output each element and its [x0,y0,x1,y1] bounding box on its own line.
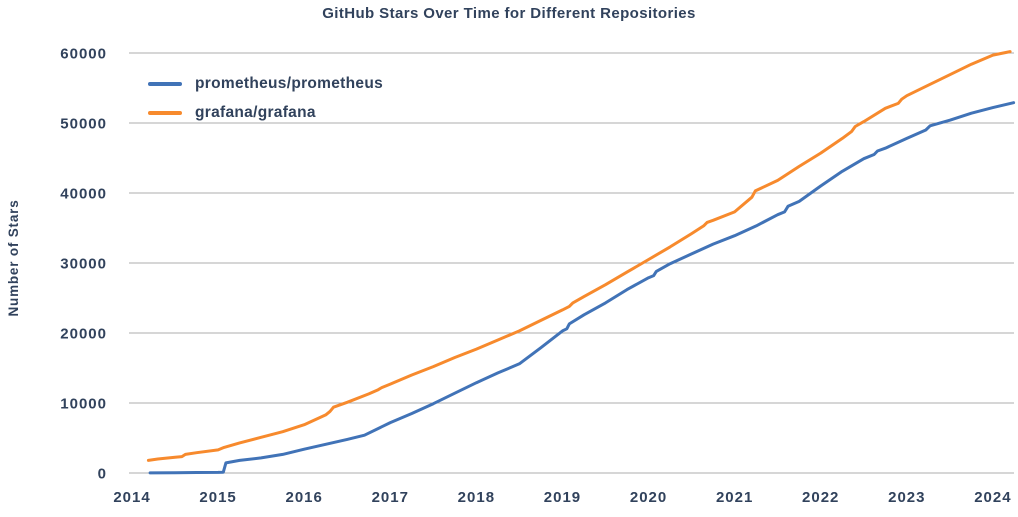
x-tick-label-2021: 2021 [716,489,753,506]
x-tick-label-2016: 2016 [286,489,323,506]
x-tick-label-2019: 2019 [544,489,581,506]
y-tick-label-50000: 50000 [60,116,107,133]
legend: prometheus/prometheus grafana/grafana [148,73,383,124]
series-line-prometheus [148,101,1016,475]
legend-label-grafana: grafana/grafana [195,104,316,121]
x-tick-label-2024: 2024 [974,489,1011,506]
series-line-grafana [146,50,1012,462]
y-tick-label-30000: 30000 [60,256,107,273]
x-tick-label-2014: 2014 [113,489,150,506]
x-tick-label-2023: 2023 [888,489,925,506]
x-tick-label-2018: 2018 [458,489,495,506]
legend-swatch-prometheus-line [148,81,182,87]
chart-title: GitHub Stars Over Time for Different Rep… [322,5,696,22]
y-tick-label-10000: 10000 [60,396,107,413]
series-lines [146,50,1016,475]
x-tick-label-2022: 2022 [802,489,839,506]
x-tick-label-2017: 2017 [372,489,409,506]
y-tick-label-40000: 40000 [60,186,107,203]
x-tick-labels: 2014 2015 2016 2017 2018 2019 2020 2021 2022 2023… [113,489,1011,506]
x-tick-label-2020: 2020 [630,489,667,506]
gridlines [129,52,1014,474]
legend-item-prometheus: prometheus/prometheus [148,73,383,95]
y-tick-label-60000: 60000 [60,46,107,63]
legend-swatch-grafana-line [148,110,182,116]
y-tick-label-0: 0 [98,466,107,483]
legend-item-grafana: grafana/grafana [148,102,383,124]
y-tick-labels: 0 10000 20000 30000 40000 50000 60000 [60,46,107,483]
x-tick-label-2015: 2015 [199,489,236,506]
y-tick-label-20000: 20000 [60,326,107,343]
legend-label-prometheus: prometheus/prometheus [195,75,384,92]
